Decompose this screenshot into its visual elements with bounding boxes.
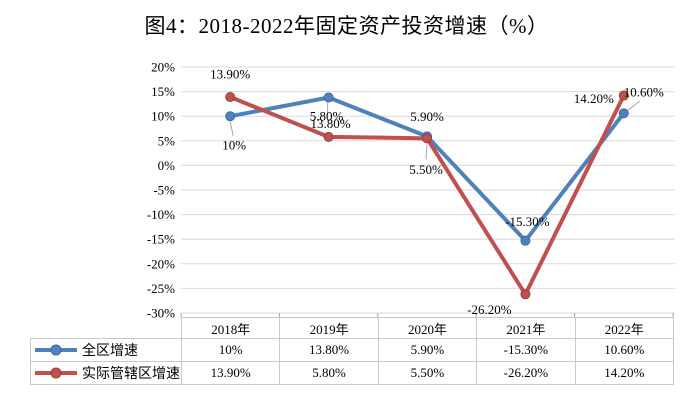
- data-label: -15.30%: [505, 214, 550, 229]
- y-axis-tick-label: -20%: [147, 256, 175, 271]
- data-label: -26.20%: [467, 302, 512, 317]
- legend-item: 全区增速: [30, 338, 182, 362]
- y-axis-tick-label: -10%: [147, 207, 175, 222]
- data-point: [618, 90, 629, 101]
- y-axis-tick-label: 0%: [158, 158, 176, 173]
- data-label-leader-line: [627, 100, 641, 111]
- chart-title: 图4：2018-2022年固定资产投资增速（%）: [144, 14, 549, 38]
- table-value-cell: 14.20%: [574, 361, 674, 385]
- data-label: 10.60%: [624, 85, 664, 100]
- y-axis-tick-label: 20%: [151, 60, 175, 75]
- y-axis-tick-label: -30%: [147, 306, 175, 321]
- data-label-leader-line: [425, 144, 428, 160]
- series-line-1: [229, 94, 626, 297]
- table-value-cell: 13.80%: [279, 338, 379, 362]
- data-label: 13.80%: [311, 116, 351, 131]
- table-header-cell: 2022年: [574, 317, 674, 339]
- data-point: [618, 108, 629, 119]
- y-axis-tick-label: 10%: [151, 109, 175, 124]
- data-label: 10%: [222, 138, 246, 153]
- legend-marker-icon: [35, 367, 77, 379]
- y-axis-tick-label: -15%: [147, 232, 175, 247]
- data-label: 5.50%: [409, 162, 443, 177]
- legend-series-name: 全区增速: [82, 344, 138, 359]
- data-point: [520, 289, 531, 300]
- table-header-cell: 2020年: [377, 317, 478, 339]
- y-axis-tick-label: 15%: [151, 84, 175, 99]
- table-corner-cell: [31, 318, 182, 339]
- table-header-cell: 2019年: [279, 317, 379, 339]
- table-value-cell: 13.90%: [180, 361, 281, 385]
- table-value-cell: 10%: [180, 338, 281, 362]
- table-value-cell: -26.20%: [476, 361, 576, 385]
- table-value-cell: 5.80%: [279, 361, 379, 385]
- table-value-cell: 10.60%: [574, 338, 674, 362]
- table-header-cell: 2021年: [476, 317, 576, 339]
- data-label: 5.80%: [310, 108, 344, 123]
- table-value-cell: 5.50%: [377, 361, 478, 385]
- y-axis-tick-label: -5%: [153, 183, 175, 198]
- data-point: [225, 92, 236, 103]
- legend-item: 实际管辖区增速: [30, 361, 182, 385]
- table-row: 实际管辖区增速 13.90% 5.80% 5.50% -26.20% 14.20%: [30, 361, 674, 385]
- data-point: [520, 235, 531, 246]
- data-point: [422, 133, 432, 144]
- data-label: 5.90%: [410, 109, 444, 124]
- table-value-cell: 5.90%: [377, 338, 478, 362]
- chart-data-table: 2018年 2019年 2020年 2021年 2022年全区增速 10% 13.80% 5.…: [30, 317, 674, 385]
- table-value-cell: -15.30%: [476, 338, 576, 362]
- y-axis-tick-label: -25%: [147, 281, 175, 296]
- data-point: [323, 131, 334, 142]
- data-point: [323, 92, 334, 103]
- table-row: 全区增速 10% 13.80% 5.90% -15.30% 10.60%: [30, 338, 674, 362]
- legend-series-name: 实际管辖区增速: [82, 367, 180, 382]
- legend-marker-icon: [35, 344, 77, 356]
- data-label: 14.20%: [574, 91, 614, 106]
- data-point: [225, 111, 236, 122]
- y-axis-tick-label: 5%: [158, 133, 176, 148]
- data-label-leader-line: [229, 121, 234, 137]
- table-header-cell: 2018年: [180, 317, 281, 339]
- data-label: 13.90%: [210, 67, 250, 82]
